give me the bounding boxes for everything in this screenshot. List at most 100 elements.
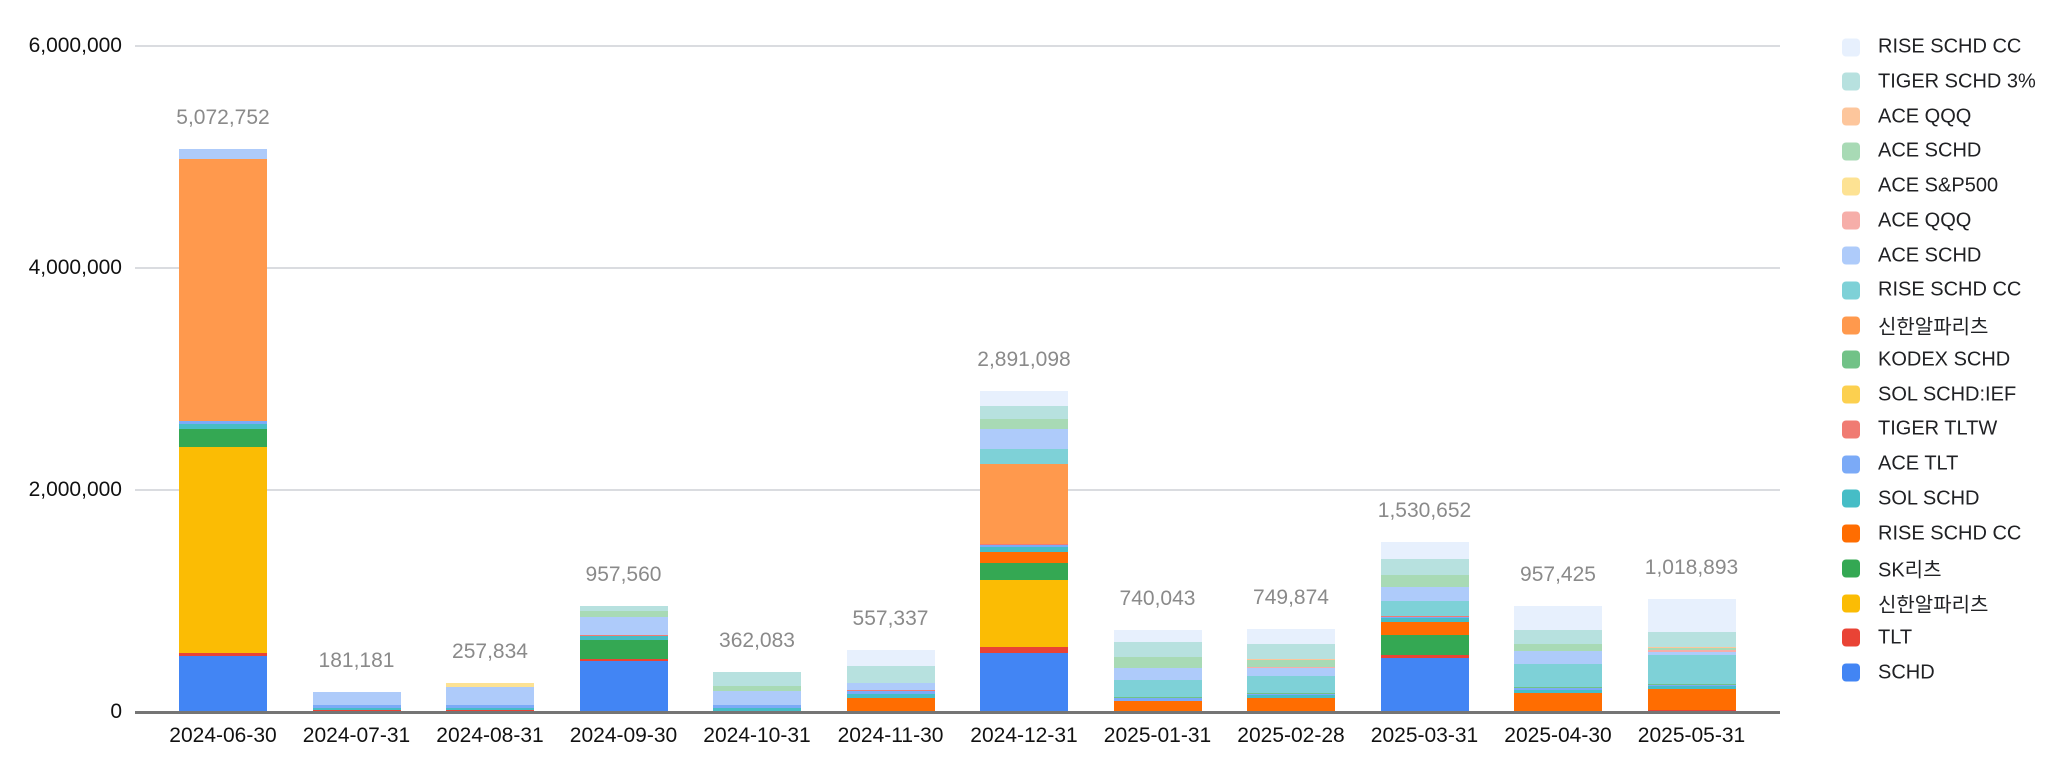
- bar-segment-ace-schd[interactable]: [713, 685, 801, 691]
- bar-segment-ace-schd[interactable]: [579, 610, 668, 618]
- bar-segment-rise-schd-cc[interactable]: [1113, 680, 1202, 697]
- bar-segment-tiger-tltw[interactable]: [846, 690, 935, 692]
- bar-segment-sk리츠[interactable]: [980, 563, 1068, 580]
- bar-segment-ace-qqq[interactable]: [1647, 646, 1736, 649]
- bar-segment-ace-schd[interactable]: [1380, 574, 1469, 587]
- bar-segment-ace-schd[interactable]: [1380, 586, 1469, 602]
- legend-item-tiger-tltw[interactable]: TIGER TLTW: [1842, 418, 1997, 441]
- bar-segment-신한알파리츠[interactable]: [980, 464, 1068, 545]
- bar-segment-rise-schd-cc[interactable]: [980, 551, 1068, 564]
- legend-item-kodex-schd[interactable]: KODEX SCHD: [1842, 348, 2010, 371]
- legend-item-sol-schd[interactable]: SOL SCHD: [1842, 487, 1980, 510]
- bar-segment-sol-schd[interactable]: [1647, 686, 1736, 689]
- bar-segment-schd[interactable]: [1380, 657, 1469, 712]
- bar-segment-rise-schd-cc[interactable]: [1380, 601, 1469, 616]
- bar-segment-ace-tlt[interactable]: [980, 545, 1068, 548]
- bar-segment-ace-qqq[interactable]: [1647, 650, 1736, 653]
- bar-segment-tlt[interactable]: [980, 646, 1068, 654]
- bar-segment-rise-schd-cc[interactable]: [1514, 692, 1602, 712]
- bar-segment-ace-tlt[interactable]: [1247, 693, 1335, 696]
- bar-segment-rise-schd-cc[interactable]: [1514, 664, 1602, 688]
- bar-segment-sol-schd[interactable]: [312, 707, 401, 711]
- bar-segment-tiger-schd-3-[interactable]: [713, 671, 801, 686]
- bar-segment-rise-schd-cc[interactable]: [980, 449, 1068, 465]
- bar-segment-신한알파리츠[interactable]: [179, 446, 267, 654]
- bar-segment-tiger-schd-3-[interactable]: [1113, 641, 1202, 658]
- bar-segment-ace-tlt[interactable]: [1514, 688, 1602, 690]
- bar-segment-rise-schd-cc[interactable]: [846, 698, 935, 712]
- legend-item-sol-schd-ief[interactable]: SOL SCHD:IEF: [1842, 383, 2016, 406]
- legend-item-신한알파리츠[interactable]: 신한알파리츠: [1842, 311, 1988, 340]
- bar-segment-ace-schd[interactable]: [1647, 652, 1736, 656]
- legend-item-tiger-schd-3-[interactable]: TIGER SCHD 3%: [1842, 70, 2036, 93]
- bar-segment-schd[interactable]: [179, 655, 267, 712]
- bar-segment-sol-schd[interactable]: [980, 547, 1068, 552]
- bar-segment-tiger-schd-3-[interactable]: [1247, 644, 1335, 659]
- bar-segment-rise-schd-cc[interactable]: [1247, 675, 1335, 693]
- bar-segment-sk리츠[interactable]: [1380, 635, 1469, 656]
- bar-segment-ace-qqq[interactable]: [1247, 666, 1335, 669]
- bar-segment-kodex-schd[interactable]: [1647, 683, 1736, 685]
- bar-segment-tlt[interactable]: [1647, 709, 1736, 712]
- bar-segment-kodex-schd[interactable]: [1113, 696, 1202, 698]
- legend-item-sk리츠[interactable]: SK리츠: [1842, 554, 1941, 583]
- bar-segment-ace-schd[interactable]: [980, 419, 1068, 430]
- bar-segment-rise-schd-cc[interactable]: [1647, 655, 1736, 684]
- bar-segment-ace-schd[interactable]: [1647, 648, 1736, 651]
- bar-segment-tlt[interactable]: [1380, 655, 1469, 658]
- bar-segment-ace-schd[interactable]: [846, 683, 935, 691]
- bar-segment-ace-tlt[interactable]: [1647, 684, 1736, 687]
- legend-item-ace-qqq[interactable]: ACE QQQ: [1842, 105, 1971, 128]
- legend-item-ace-s-p500[interactable]: ACE S&P500: [1842, 175, 1998, 198]
- bar-segment-ace-schd[interactable]: [579, 617, 668, 635]
- bar-segment-ace-tlt[interactable]: [846, 691, 935, 694]
- legend-item-rise-schd-cc[interactable]: RISE SCHD CC: [1842, 279, 2021, 302]
- bar-segment-rise-schd-cc[interactable]: [1380, 542, 1469, 560]
- bar-segment-sol-schd[interactable]: [713, 707, 801, 711]
- bar-segment-sol-schd[interactable]: [846, 693, 935, 699]
- legend-item-ace-schd[interactable]: ACE SCHD: [1842, 140, 1981, 163]
- bar-segment-ace-tlt[interactable]: [1380, 616, 1469, 619]
- bar-segment-tiger-schd-3-[interactable]: [1514, 629, 1602, 645]
- bar-segment-kodex-schd[interactable]: [1247, 692, 1335, 694]
- bar-segment-rise-schd-cc[interactable]: [1113, 700, 1202, 712]
- bar-segment-tiger-tltw[interactable]: [980, 544, 1068, 546]
- bar-segment-sk리츠[interactable]: [579, 639, 668, 659]
- bar-segment-신한알파리츠[interactable]: [179, 159, 267, 421]
- legend-item-신한알파리츠[interactable]: 신한알파리츠: [1842, 589, 1988, 618]
- bar-segment-ace-schd[interactable]: [312, 691, 401, 706]
- legend-item-schd[interactable]: SCHD: [1842, 661, 1935, 684]
- bar-segment-rise-schd-cc[interactable]: [1647, 688, 1736, 710]
- bar-segment-ace-schd[interactable]: [713, 691, 801, 706]
- bar-segment-tiger-schd-3-[interactable]: [846, 666, 935, 684]
- bar-segment-rise-schd-cc[interactable]: [980, 391, 1068, 407]
- bar-segment-sol-schd[interactable]: [446, 707, 534, 711]
- bar-segment-tlt[interactable]: [179, 653, 267, 656]
- bar-segment-ace-tlt[interactable]: [1113, 697, 1202, 701]
- bar-segment-ace-schd[interactable]: [1113, 657, 1202, 668]
- bar-segment-tiger-schd-3-[interactable]: [1380, 559, 1469, 575]
- bar-segment-rise-schd-cc[interactable]: [1647, 598, 1736, 633]
- bar-segment-ace-tlt[interactable]: [713, 705, 801, 708]
- bar-segment-ace-tlt[interactable]: [179, 420, 267, 424]
- bar-segment-schd[interactable]: [579, 661, 668, 712]
- bar-segment-tiger-tltw[interactable]: [579, 634, 668, 636]
- legend-item-ace-tlt[interactable]: ACE TLT: [1842, 453, 1958, 476]
- bar-segment-신한알파리츠[interactable]: [980, 579, 1068, 647]
- bar-segment-ace-schd[interactable]: [179, 148, 267, 160]
- legend-item-ace-schd[interactable]: ACE SCHD: [1842, 244, 1981, 267]
- bar-segment-sol-schd[interactable]: [179, 423, 267, 429]
- bar-segment-tiger-tltw[interactable]: [1380, 615, 1469, 617]
- bar-segment-rise-schd-cc[interactable]: [1380, 622, 1469, 636]
- bar-segment-sol-schd[interactable]: [1514, 690, 1602, 693]
- bar-segment-rise-schd-cc[interactable]: [1247, 698, 1335, 711]
- bar-segment-kodex-schd[interactable]: [1514, 687, 1602, 689]
- bar-segment-ace-schd[interactable]: [1514, 644, 1602, 651]
- bar-segment-ace-schd[interactable]: [980, 429, 1068, 450]
- legend-item-tlt[interactable]: TLT: [1842, 626, 1912, 649]
- bar-segment-tiger-schd-3-[interactable]: [980, 406, 1068, 420]
- bar-segment-sk리츠[interactable]: [179, 428, 267, 447]
- bar-segment-sol-schd[interactable]: [1247, 695, 1335, 699]
- bar-segment-ace-tlt[interactable]: [312, 705, 401, 708]
- bar-segment-schd[interactable]: [980, 653, 1068, 712]
